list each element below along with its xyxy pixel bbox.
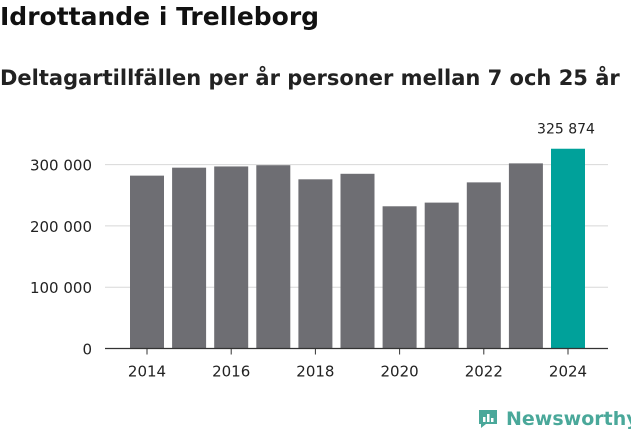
bar-2020 bbox=[382, 206, 417, 349]
newsworthy-logo-icon bbox=[479, 410, 497, 428]
x-tick-label: 2024 bbox=[549, 363, 587, 381]
x-tick-label: 2022 bbox=[465, 363, 503, 381]
bar-2015 bbox=[172, 167, 207, 349]
bar-2024 bbox=[551, 148, 585, 349]
y-tick-label: 200 000 bbox=[30, 218, 92, 236]
bar-2018 bbox=[298, 179, 333, 349]
x-tick-label: 2016 bbox=[212, 363, 250, 381]
bar-2022 bbox=[466, 182, 501, 349]
newsworthy-logo: Newsworthy bbox=[476, 407, 631, 431]
bar-2021 bbox=[424, 202, 459, 349]
brand-name: Newsworthy bbox=[506, 408, 631, 430]
chart-title: Idrottande i Trelleborg bbox=[0, 2, 320, 31]
bar-2016 bbox=[214, 166, 249, 349]
y-tick-label: 0 bbox=[82, 341, 92, 359]
bar-2014 bbox=[130, 175, 164, 349]
x-tick-label: 2018 bbox=[296, 363, 334, 381]
bar-chart: 0 100 000 200 000 300 000 2014 2016 2018 2020 20… bbox=[30, 122, 608, 381]
bar-2023 bbox=[508, 163, 543, 349]
y-tick-label: 300 000 bbox=[30, 157, 92, 175]
data-label: 325 874 bbox=[537, 122, 595, 138]
bar-2017 bbox=[256, 165, 291, 349]
x-tick-label: 2020 bbox=[381, 363, 419, 381]
bar-2019 bbox=[340, 173, 375, 349]
x-tick-label: 2014 bbox=[128, 363, 166, 381]
chart-subtitle: Deltagartillfällen per år personer mella… bbox=[0, 66, 620, 90]
y-tick-label: 100 000 bbox=[30, 279, 92, 297]
